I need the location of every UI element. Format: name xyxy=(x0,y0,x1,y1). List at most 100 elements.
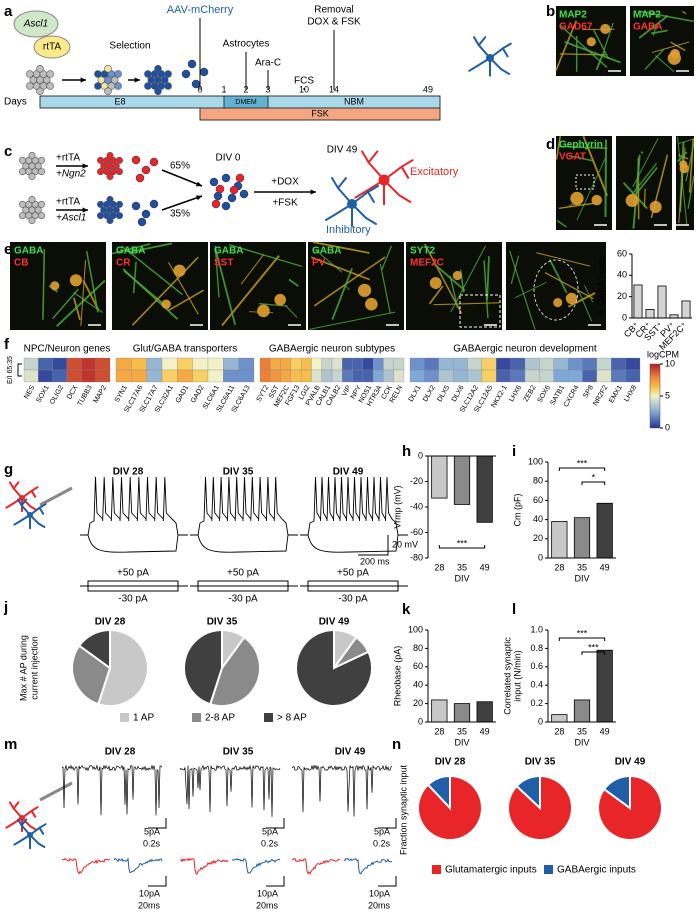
neurite xyxy=(285,305,298,318)
pie-slice xyxy=(77,628,111,670)
neurite xyxy=(37,842,46,848)
stain: CB xyxy=(14,258,28,269)
psc-trace xyxy=(231,857,281,874)
neurite xyxy=(652,25,657,36)
neurite xyxy=(514,281,547,299)
neurite xyxy=(655,55,675,73)
neurite xyxy=(228,243,303,268)
pie-title: DIV 28 xyxy=(435,757,466,768)
heatmap-cell xyxy=(625,357,641,371)
gene-label: EMX1 xyxy=(608,384,624,404)
heatmap-cell xyxy=(611,357,626,371)
stain: SST xyxy=(214,258,233,269)
heatmap-cell xyxy=(438,369,454,383)
heatmap-cell xyxy=(582,357,598,371)
cell xyxy=(28,172,36,181)
x-tick-label: 28 xyxy=(554,726,564,736)
neurite xyxy=(651,29,668,35)
neurite xyxy=(30,809,37,818)
neurite xyxy=(128,242,173,254)
y-axis-label: Max # AP during xyxy=(18,635,28,701)
arrow xyxy=(161,195,203,211)
heatmap-cell xyxy=(553,357,569,371)
arrow-head xyxy=(310,189,316,195)
legend-swatch xyxy=(432,865,441,874)
stain: GABA xyxy=(214,246,243,257)
bar xyxy=(596,649,613,723)
y-tick-label: -60 xyxy=(410,527,423,537)
panel-label: c xyxy=(4,143,12,160)
cell xyxy=(147,76,156,84)
label: DIV 49 xyxy=(327,145,358,156)
gene-label: DCX xyxy=(66,384,80,401)
label: Days xyxy=(4,97,27,108)
stain: GAD67 xyxy=(559,22,593,33)
heatmap-cell xyxy=(393,369,405,383)
neurite xyxy=(310,256,371,281)
gene-label: NES xyxy=(23,384,36,400)
heatmap-cell xyxy=(23,369,39,383)
panel-label: g xyxy=(4,461,13,478)
scale-label: 5pA xyxy=(374,826,390,836)
cell xyxy=(106,216,114,225)
cell xyxy=(114,82,122,90)
row-label: E/I 65:35 xyxy=(7,356,14,384)
neurite xyxy=(12,801,20,810)
cell xyxy=(137,217,147,227)
heatmap-cell xyxy=(409,357,425,371)
cell xyxy=(36,87,44,96)
y-axis-label: Cm (pF) xyxy=(512,494,522,527)
heatmap-cell xyxy=(467,369,483,383)
neurite xyxy=(635,166,658,195)
heatmap-cell xyxy=(52,357,68,371)
cell xyxy=(37,156,45,164)
cell xyxy=(97,156,105,164)
heatmap-cell xyxy=(539,369,554,383)
label: DIV 0 xyxy=(215,153,240,164)
heatmap-cell xyxy=(481,357,497,371)
neurite xyxy=(555,20,578,71)
heatmap-cell xyxy=(567,369,583,383)
neurite xyxy=(258,303,288,307)
cell xyxy=(131,155,141,165)
heatmap-cell xyxy=(38,369,53,383)
stain: CR xyxy=(116,258,131,269)
scale-label: 10pA xyxy=(139,888,160,898)
cell xyxy=(149,157,159,167)
soma xyxy=(591,194,602,206)
bar xyxy=(596,502,613,559)
soma xyxy=(649,200,662,214)
soma xyxy=(586,37,596,47)
heatmap-cell xyxy=(177,369,193,383)
label: AAV-mCherry xyxy=(167,4,234,16)
y-tick-label: 40 xyxy=(617,270,627,280)
heatmap-cell xyxy=(383,357,394,371)
group-title: GABAergic neuron development xyxy=(453,344,597,355)
neurite xyxy=(568,154,595,162)
scale-label: 5pA xyxy=(144,826,160,836)
colorbar xyxy=(649,363,661,429)
heatmap-cell xyxy=(393,357,405,371)
y-tick-label: 0 xyxy=(418,450,423,460)
neurite xyxy=(632,154,641,229)
x-axis-label: DIV xyxy=(454,573,469,583)
neurite xyxy=(548,259,568,294)
condition-label: DIV 28 xyxy=(105,747,136,758)
gene-label: MAP2 xyxy=(93,384,109,404)
heatmap-cell xyxy=(553,369,569,383)
cell xyxy=(213,191,223,201)
soma xyxy=(600,23,611,35)
neurite xyxy=(509,250,536,330)
cell xyxy=(46,82,54,90)
heatmap-cell xyxy=(146,369,163,383)
cell xyxy=(106,151,114,160)
heatmap-cell xyxy=(352,369,364,383)
heatmap-cell xyxy=(524,369,540,383)
panel-label: a xyxy=(4,3,13,20)
bar xyxy=(573,699,591,723)
scale-bar xyxy=(378,876,397,887)
neurite xyxy=(132,261,137,294)
neurite xyxy=(5,823,14,829)
label: Inhibitory xyxy=(326,224,371,236)
neurite xyxy=(687,175,695,209)
